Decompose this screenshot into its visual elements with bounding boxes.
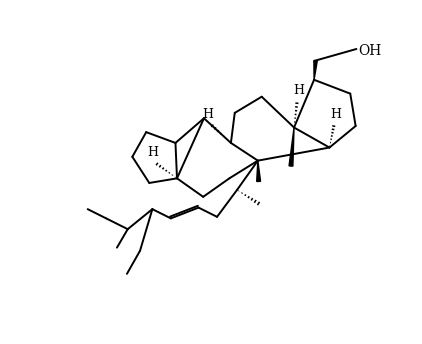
Text: OH: OH <box>359 44 382 57</box>
Text: H: H <box>202 108 213 121</box>
Polygon shape <box>289 128 294 166</box>
Polygon shape <box>257 161 260 182</box>
Text: H: H <box>330 108 341 121</box>
Polygon shape <box>314 61 317 80</box>
Text: H: H <box>147 146 158 159</box>
Text: H: H <box>293 85 304 97</box>
